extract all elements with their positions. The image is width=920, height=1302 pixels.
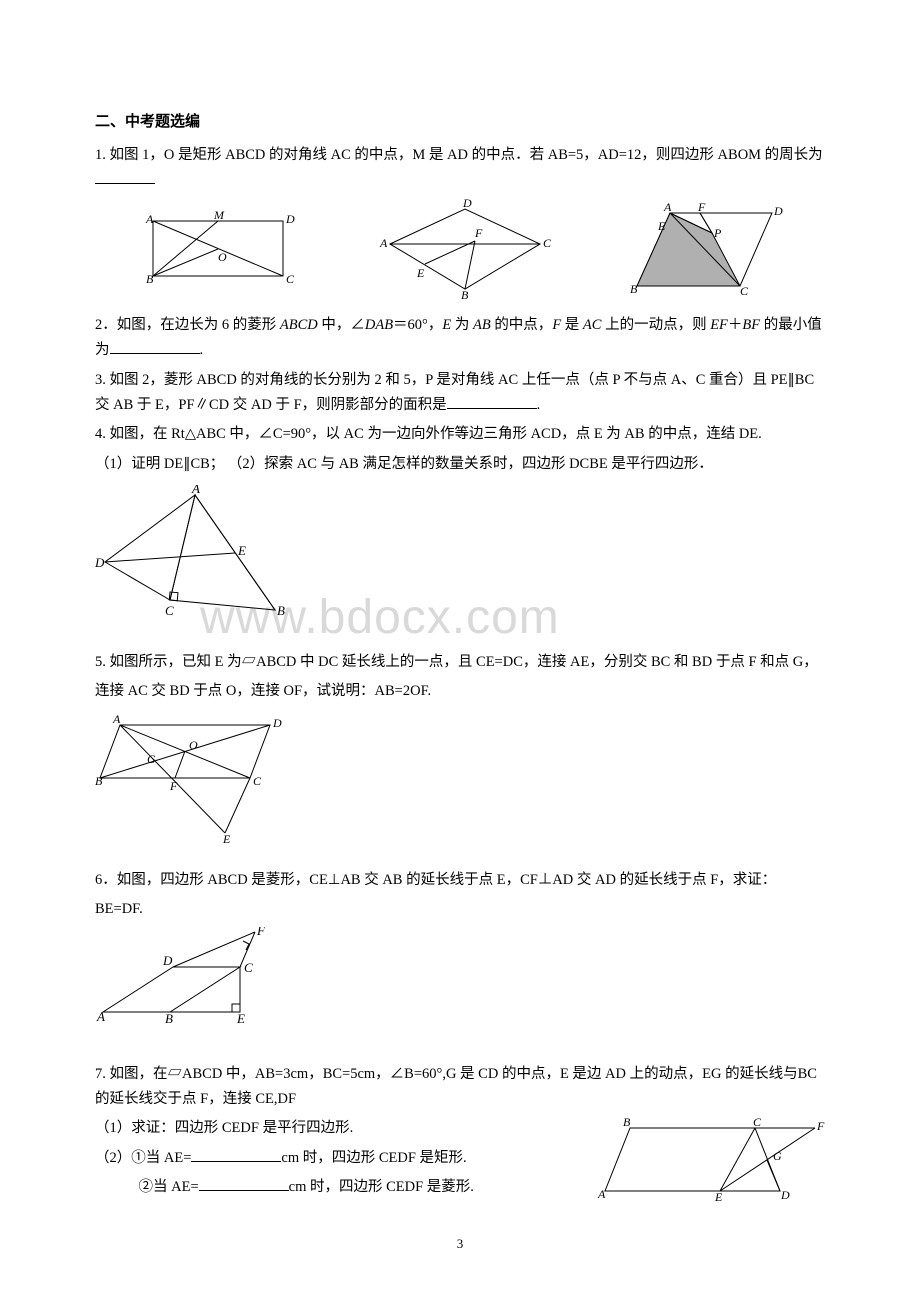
q7-sub2b: cm 时，四边形 CEDF 是矩形. (281, 1150, 466, 1166)
q3-blank (447, 394, 537, 409)
q2-f: F (552, 317, 561, 333)
q7-sub3b: cm 时，四边形 CEDF 是菱形. (289, 1179, 474, 1195)
q2-p2: 中，∠ (318, 317, 365, 333)
q2-ab: AB (473, 317, 491, 333)
section-title: 二、中考题选编 (95, 110, 825, 131)
figure-q5: A D B C O G F E (95, 713, 825, 848)
svg-text:E: E (222, 832, 231, 843)
svg-text:G: G (773, 1149, 782, 1163)
svg-text:B: B (461, 288, 469, 299)
svg-text:B: B (165, 1011, 173, 1026)
svg-text:D: D (272, 716, 282, 730)
svg-text:C: C (740, 284, 749, 296)
svg-text:A: A (191, 485, 200, 496)
problem-7-sub1: （1）求证：四边形 CEDF 是平行四边形. (95, 1116, 565, 1141)
q2-p1: 2．如图，在边长为 6 的菱形 (95, 317, 280, 333)
q2-bf: BF (742, 317, 760, 333)
figure-q1: A M D B O C (128, 209, 308, 289)
q2-plus: ＋ (728, 317, 743, 333)
q1-blank (95, 170, 155, 185)
svg-text:C: C (253, 774, 262, 788)
svg-text:E: E (416, 266, 425, 280)
q7-blank2 (199, 1177, 289, 1192)
problem-4-line2: （1）证明 DE∥CB； （2）探索 AC 与 AB 满足怎样的数量关系时，四边… (95, 452, 825, 477)
svg-text:C: C (244, 960, 253, 975)
svg-text:D: D (285, 212, 295, 226)
svg-text:B: B (95, 774, 103, 788)
problem-5-line1: 5. 如图所示，已知 E 为▱ABCD 中 DC 延长线上的一点，且 CE=DC… (95, 650, 825, 675)
svg-text:E: E (714, 1190, 723, 1201)
problem-6-line2: BE=DF. (95, 897, 825, 922)
svg-text:D: D (95, 555, 105, 570)
q1-text: 1. 如图 1，O 是矩形 ABCD 的对角线 AC 的中点，M 是 AD 的中… (95, 147, 823, 163)
svg-text:F: F (169, 779, 178, 793)
svg-text:B: B (146, 272, 154, 286)
content-area: 二、中考题选编 1. 如图 1，O 是矩形 ABCD 的对角线 AC 的中点，M… (95, 110, 825, 1206)
svg-text:M: M (213, 209, 225, 222)
problem-7-line1: 7. 如图，在▱ABCD 中，AB=3cm，BC=5cm，∠B=60°,G 是 … (95, 1062, 825, 1113)
svg-text:E: E (237, 543, 246, 558)
figure-q2: A D C B E F (375, 199, 555, 299)
problem-7-sub2: （2）①当 AE= cm 时，四边形 CEDF 是矩形. (95, 1146, 565, 1171)
q2-abcd: ABCD (280, 317, 318, 333)
figures-row-1: A M D B O C A D C B E F (95, 199, 825, 299)
svg-text:C: C (286, 272, 295, 286)
problem-7-sub3: ②当 AE= cm 时，四边形 CEDF 是菱形. (95, 1175, 565, 1200)
svg-text:D: D (462, 199, 472, 210)
svg-text:A: A (96, 1009, 105, 1024)
svg-text:P: P (713, 226, 722, 240)
q2-p7: 上的一动点，则 (601, 317, 710, 333)
problem-5-line2: 连接 AC 交 BD 于点 O，连接 OF，试说明：AB=2OF. (95, 679, 825, 704)
svg-text:E: E (657, 219, 666, 233)
figure-q3: A F D E P B C (622, 201, 792, 296)
q2-p5: 的中点， (491, 317, 553, 333)
problem-4-line1: 4. 如图，在 Rt△ABC 中，∠C=90°，以 AC 为一边向外作等边三角形… (95, 422, 825, 447)
q7-sub3a: ②当 AE= (95, 1179, 199, 1195)
svg-text:C: C (543, 236, 552, 250)
svg-text:A: A (597, 1187, 606, 1201)
q2-p4: 为 (451, 317, 473, 333)
problem-2: 2．如图，在边长为 6 的菱形 ABCD 中，∠DAB＝60°，E 为 AB 的… (95, 313, 825, 364)
q7-blank1 (191, 1147, 281, 1162)
q2-p3: ＝60°， (393, 317, 442, 333)
q2-p6: 是 (561, 317, 583, 333)
svg-text:C: C (753, 1116, 762, 1129)
q7-sub2a: （2）①当 AE= (95, 1150, 191, 1166)
svg-text:D: D (773, 204, 783, 218)
svg-text:O: O (189, 738, 198, 752)
page-number: 3 (457, 1236, 464, 1252)
svg-text:O: O (218, 250, 227, 264)
svg-text:A: A (145, 212, 154, 226)
q2-blank (110, 340, 200, 355)
svg-text:F: F (697, 201, 706, 214)
svg-text:A: A (379, 236, 388, 250)
svg-text:B: B (623, 1116, 631, 1129)
svg-text:F: F (256, 927, 266, 938)
problem-6-line1: 6．如图，四边形 ABCD 是菱形，CE⊥AB 交 AB 的延长线于点 E，CF… (95, 868, 825, 893)
svg-text:D: D (780, 1188, 790, 1201)
q7-row: （1）求证：四边形 CEDF 是平行四边形. （2）①当 AE= cm 时，四边形… (95, 1116, 825, 1206)
svg-text:A: A (112, 713, 121, 726)
problem-1: 1. 如图 1，O 是矩形 ABCD 的对角线 AC 的中点，M 是 AD 的中… (95, 143, 825, 194)
q2-ac: AC (583, 317, 602, 333)
svg-text:G: G (147, 752, 156, 766)
svg-text:B: B (277, 603, 285, 618)
figure-q4: A D E C B (95, 485, 825, 630)
svg-text:D: D (162, 953, 173, 968)
q2-dab: DAB (365, 317, 393, 333)
svg-text:F: F (816, 1119, 825, 1133)
q2-end: . (200, 342, 204, 358)
figure-q7: B C F A E D G (595, 1116, 825, 1206)
svg-text:B: B (630, 282, 638, 296)
problem-3: 3. 如图 2，菱形 ABCD 的对角线的长分别为 2 和 5，P 是对角线 A… (95, 368, 825, 419)
svg-text:F: F (474, 226, 483, 240)
q2-ef: EF (710, 317, 728, 333)
svg-text:E: E (236, 1011, 245, 1026)
q2-e: E (442, 317, 451, 333)
svg-text:A: A (663, 201, 672, 214)
svg-text:C: C (165, 603, 174, 618)
figure-q6: A B E D C F (95, 927, 825, 1032)
